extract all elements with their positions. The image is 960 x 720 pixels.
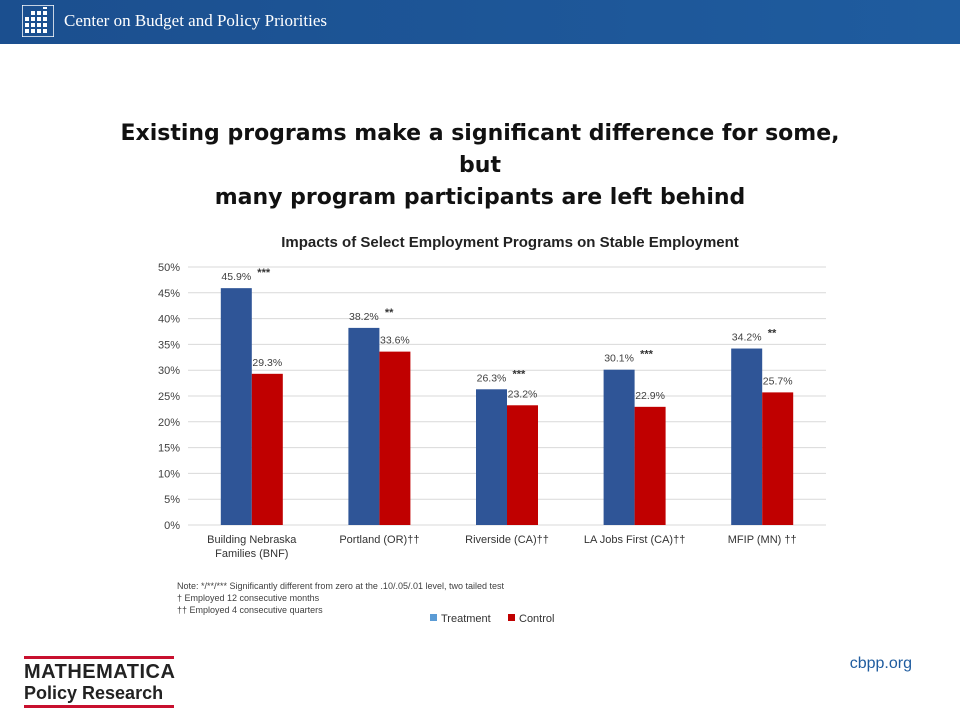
logo-line-1: MATHEMATICA xyxy=(24,656,175,683)
site-url[interactable]: cbpp.org xyxy=(849,655,912,672)
y-tick-label: 25% xyxy=(158,391,180,403)
cbpp-logo-icon xyxy=(22,5,54,37)
y-tick-label: 15% xyxy=(158,443,180,455)
data-label: 26.3% xyxy=(477,372,507,384)
x-category-label: Riverside (CA)†† xyxy=(465,534,549,546)
y-tick-label: 30% xyxy=(158,365,180,377)
y-tick-label: 20% xyxy=(158,417,180,429)
y-tick-label: 35% xyxy=(158,339,180,351)
slide-title: Existing programs make a significant dif… xyxy=(100,118,860,214)
x-category-label: Families (BNF) xyxy=(215,548,288,560)
chart-note: †† Employed 4 consecutive quarters xyxy=(177,605,323,615)
bar-control xyxy=(634,406,666,525)
legend-label-control: Control xyxy=(519,613,554,625)
x-category-label: Building Nebraska xyxy=(207,534,297,546)
y-tick-label: 50% xyxy=(158,262,180,274)
data-label: 30.1% xyxy=(604,353,634,365)
y-tick-label: 40% xyxy=(158,314,180,326)
y-tick-label: 0% xyxy=(164,520,180,532)
x-category-label: LA Jobs First (CA)†† xyxy=(584,534,685,546)
slide-title-line-2: many program participants are left behin… xyxy=(214,185,746,210)
org-name: Center on Budget and Policy Priorities xyxy=(64,11,327,30)
header-bar: Center on Budget and Policy Priorities xyxy=(0,0,960,44)
data-label: 23.2% xyxy=(508,388,538,400)
bar-control xyxy=(379,351,411,525)
y-tick-label: 5% xyxy=(164,494,180,506)
significance-marker: *** xyxy=(513,368,527,380)
bar-treatment xyxy=(731,348,763,525)
bar-treatment xyxy=(476,389,507,525)
y-tick-label: 45% xyxy=(158,288,180,300)
significance-marker: *** xyxy=(257,267,271,279)
legend-swatch-control xyxy=(508,614,515,621)
chart-svg: Impacts of Select Employment Programs on… xyxy=(158,234,826,625)
bar-treatment xyxy=(348,327,380,525)
data-label: 38.2% xyxy=(349,311,379,323)
y-tick-label: 10% xyxy=(158,468,180,480)
data-label: 22.9% xyxy=(635,390,665,402)
chart-note: Note: */**/*** Significantly different f… xyxy=(177,581,505,591)
bar-control xyxy=(507,405,538,525)
logo-line-2: Policy Research xyxy=(24,683,174,708)
bar-treatment xyxy=(603,369,635,525)
data-label: 33.6% xyxy=(380,335,410,347)
significance-marker: *** xyxy=(640,349,654,361)
significance-marker: ** xyxy=(768,328,777,340)
data-label: 45.9% xyxy=(221,271,251,283)
x-category-label: MFIP (MN) †† xyxy=(728,534,797,546)
mathematica-logo: MATHEMATICA Policy Research xyxy=(24,656,175,708)
bar-chart: Impacts of Select Employment Programs on… xyxy=(140,226,840,636)
chart-note: † Employed 12 consecutive months xyxy=(177,593,320,603)
data-label: 34.2% xyxy=(732,332,762,344)
significance-marker: ** xyxy=(385,307,394,319)
slide-title-line-1: Existing programs make a significant dif… xyxy=(120,121,840,178)
data-label: 29.3% xyxy=(252,357,282,369)
bar-control xyxy=(762,392,794,525)
legend-label-treatment: Treatment xyxy=(441,613,491,625)
data-label: 25.7% xyxy=(763,375,793,387)
legend-swatch-treatment xyxy=(430,614,437,621)
x-category-label: Portland (OR)†† xyxy=(339,534,419,546)
bar-control xyxy=(251,373,283,525)
bar-treatment xyxy=(220,288,252,525)
chart-title: Impacts of Select Employment Programs on… xyxy=(281,234,739,251)
